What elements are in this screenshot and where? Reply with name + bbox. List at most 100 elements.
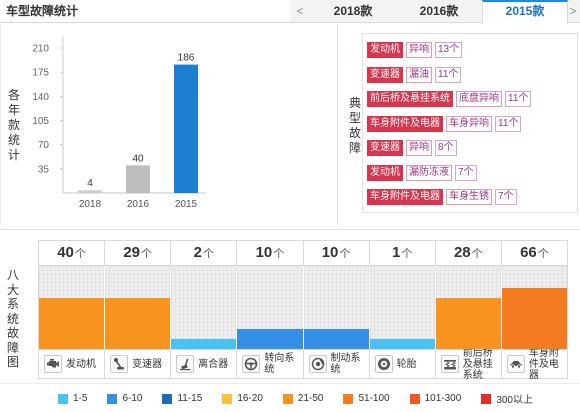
system-label-cell[interactable]: 制动系统 — [303, 349, 370, 379]
clutch-icon — [176, 355, 195, 373]
system-count-value: 66 — [520, 244, 537, 261]
tab-2015[interactable]: 2015款 — [482, 0, 568, 24]
fault-system-tag[interactable]: 车身附件及电器 — [367, 115, 443, 132]
year-chart-panel: 各年款统计 35 70 105 140 175 210 4 2018 40 2016 186 2015 — [0, 24, 338, 225]
fault-type-tag[interactable]: 漏防冻液 — [406, 164, 452, 181]
legend: 1-5 6-10 11-15 16-20 21-50 51-100 101-300 300以上 — [58, 391, 553, 406]
typical-faults-side-label: 典型故障 — [349, 96, 362, 155]
legend-label: 101-300 — [424, 393, 462, 404]
legend-label: 16-20 — [237, 393, 263, 404]
system-chart-side-label: 八大系统故障图 — [7, 268, 20, 369]
fault-type-tag[interactable]: 车身异响 — [446, 115, 492, 132]
value-label-2018: 4 — [87, 178, 93, 189]
system-count-value: 28 — [453, 244, 471, 261]
x-tick-label-2015: 2015 — [175, 199, 198, 210]
fault-type-tag[interactable]: 底盘异响 — [456, 91, 502, 107]
tab-2018[interactable]: 2018款 — [333, 4, 373, 18]
system-count-unit: 个 — [202, 248, 214, 260]
fault-row: 发动机 异响 13个 — [367, 42, 534, 58]
fault-system-tag[interactable]: 车身附件及电器 — [367, 189, 443, 205]
system-bar-steering-wheel — [237, 328, 303, 349]
system-bar-track — [237, 266, 304, 349]
fault-row: 前后桥及悬挂系统 底盘异响 11个 — [367, 91, 534, 107]
x-tick-label-2016: 2016 — [127, 199, 150, 210]
top-bar: 车型故障统计 < 2018款 2016款 2015款 > — [0, 0, 580, 24]
system-count-value: 10 — [255, 244, 273, 261]
system-bar-track — [501, 266, 568, 349]
legend-label: 6-10 — [122, 393, 143, 404]
bar-2016 — [126, 165, 150, 193]
tab-2016[interactable]: 2016款 — [419, 4, 459, 18]
system-label-cell[interactable]: 轮胎 — [369, 349, 436, 379]
system-grid: 40个 发动机 29个 变速器 2个 离合器 10个 转向系统 10个 制动系统 1个 轮胎 28个 前后… — [38, 240, 568, 381]
fault-system-tag[interactable]: 发动机 — [367, 164, 403, 181]
fault-count-tag: 7个 — [455, 164, 477, 181]
fault-type-tag[interactable]: 车身生锈 — [446, 189, 492, 205]
year-tabs: < 2018款 2016款 2015款 > — [290, 0, 580, 24]
legend-item: 101-300 — [409, 393, 462, 404]
system-bar-brake — [303, 328, 369, 349]
system-count-unit: 个 — [401, 248, 413, 260]
system-label-cell[interactable]: 前后桥及悬挂系统 — [435, 347, 502, 381]
legend-label: 11-15 — [177, 393, 203, 404]
system-count-unit: 个 — [141, 248, 153, 260]
system-bar-clutch — [171, 339, 237, 349]
fault-count-tag: 11个 — [435, 66, 462, 83]
legend-swatch — [409, 393, 420, 404]
legend-item: 11-15 — [162, 393, 202, 404]
system-bar-tire — [369, 339, 435, 349]
system-label-cell[interactable]: 变速器 — [105, 349, 172, 379]
system-label-cell[interactable]: 发动机 — [39, 349, 106, 379]
fault-row: 变速器 异响 8个 — [367, 140, 534, 156]
steering-wheel-icon — [242, 355, 261, 373]
system-column-clutch: 2个离合器 — [171, 241, 238, 379]
system-column-brake: 10个制动系统 — [303, 241, 370, 379]
fault-count-tag: 11个 — [495, 115, 522, 132]
system-count-value: 1 — [392, 244, 401, 261]
y-tick-label: 70 — [38, 140, 50, 151]
legend-swatch — [481, 393, 492, 404]
fault-type-tag[interactable]: 漏油 — [406, 66, 432, 83]
divider — [0, 383, 580, 384]
y-tick-label: 140 — [32, 92, 49, 103]
system-count: 10个 — [303, 241, 370, 266]
fault-system-tag[interactable]: 前后桥及悬挂系统 — [367, 91, 453, 107]
system-count-value: 10 — [321, 244, 339, 261]
system-count-value: 2 — [193, 244, 202, 261]
system-count-value: 29 — [123, 244, 141, 261]
next-tab-button[interactable]: > — [569, 4, 577, 18]
prev-tab-button[interactable]: < — [296, 4, 304, 18]
system-label-cell[interactable]: 转向系统 — [237, 349, 304, 379]
system-count: 29个 — [105, 241, 172, 266]
system-label-cell[interactable]: 车身附件及电器 — [501, 348, 568, 381]
fault-system-tag[interactable]: 变速器 — [367, 66, 403, 83]
y-tick-label: 210 — [32, 44, 49, 55]
legend-swatch — [222, 393, 233, 404]
system-bar-track — [303, 266, 370, 349]
system-label: 变速器 — [132, 358, 163, 370]
system-column-gearbox: 29个变速器 — [105, 241, 172, 379]
system-label-cell[interactable]: 离合器 — [171, 349, 238, 379]
legend-swatch — [282, 393, 293, 404]
fault-type-tag[interactable]: 异响 — [406, 140, 432, 156]
y-tick-label: 35 — [38, 164, 50, 175]
fault-system-tag[interactable]: 变速器 — [367, 140, 403, 156]
system-bar-track — [435, 266, 502, 349]
system-bar-suspension — [435, 298, 501, 349]
fault-row: 车身附件及电器 车身生锈 7个 — [367, 189, 534, 205]
system-label: 前后桥及悬挂系统 — [462, 347, 493, 381]
fault-system-tag[interactable]: 发动机 — [367, 42, 403, 58]
legend-item: 6-10 — [107, 393, 142, 404]
y-tick-label: 105 — [32, 116, 49, 127]
system-label: 制动系统 — [330, 353, 361, 375]
fault-type-tag[interactable]: 异响 — [406, 42, 432, 58]
legend-swatch — [58, 393, 68, 404]
system-bar-engine — [39, 298, 105, 349]
system-count-unit: 个 — [537, 248, 549, 260]
system-count: 10个 — [237, 241, 304, 266]
fault-row: 车身附件及电器 车身异响 11个 — [367, 115, 534, 132]
legend-label: 51-100 — [358, 393, 390, 404]
system-bar-car-body — [501, 288, 567, 349]
system-label: 发动机 — [66, 358, 96, 370]
